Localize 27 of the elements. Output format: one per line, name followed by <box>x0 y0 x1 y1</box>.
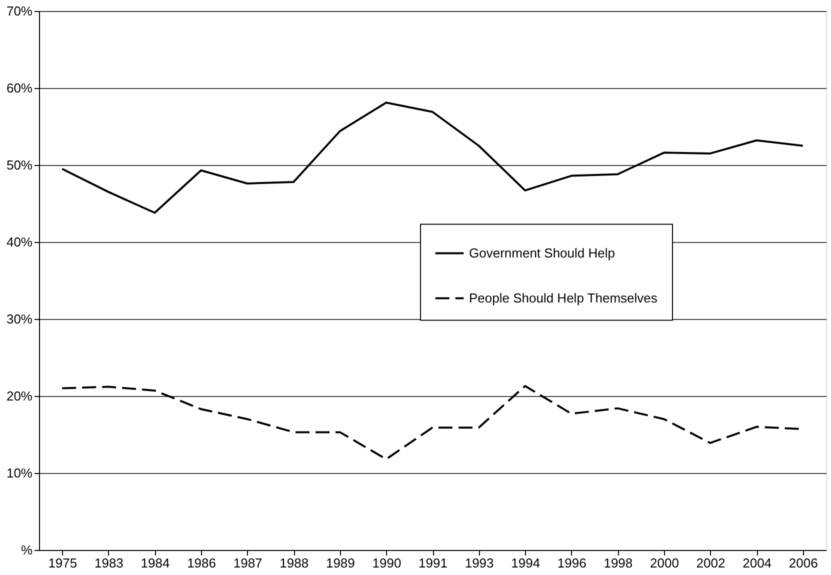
x-tick-label: 1984 <box>140 556 170 570</box>
x-tick-label: 1988 <box>280 556 309 570</box>
y-tick-label: 20% <box>6 388 33 404</box>
x-tick-label: 1983 <box>94 556 124 570</box>
legend-label: Government Should Help <box>469 245 615 260</box>
y-tick-label: 60% <box>6 80 33 96</box>
x-tick-label: 1990 <box>372 556 402 570</box>
x-tick-label: 2000 <box>650 556 679 570</box>
x-tick-label: 2002 <box>696 556 726 570</box>
x-tick-label: 1987 <box>233 556 262 570</box>
y-tick-label: 70% <box>6 4 33 18</box>
x-tick-label: 1994 <box>511 556 540 570</box>
y-tick-label: 30% <box>6 312 33 326</box>
y-tick-label: 40% <box>6 234 33 250</box>
y-tick-label: 10% <box>6 466 33 480</box>
y-tick-label: 50% <box>6 158 33 172</box>
x-tick-label: 1996 <box>557 556 586 570</box>
x-tick-label: 1998 <box>604 556 633 570</box>
x-tick-label: 1991 <box>418 556 448 570</box>
x-tick-label: 1986 <box>187 556 216 570</box>
x-tick-label: 1993 <box>464 556 494 570</box>
x-tick-label: 2004 <box>742 556 772 570</box>
legend-label: People Should Help Themselves <box>469 290 658 306</box>
y-tick-label: % <box>20 542 33 558</box>
x-tick-label: 1989 <box>326 556 355 570</box>
x-tick-label: 1975 <box>48 556 78 570</box>
x-tick-label: 2006 <box>788 556 818 570</box>
